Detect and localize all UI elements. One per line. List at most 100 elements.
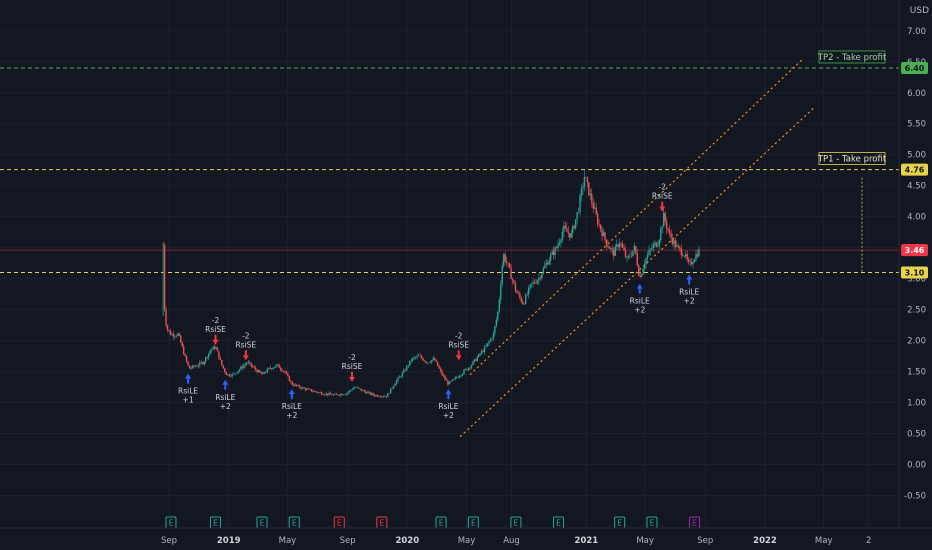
price-axis[interactable]: USD 7.006.506.005.505.004.504.003.503.00… <box>898 0 929 528</box>
candle-body <box>350 389 352 391</box>
signal-qty: +2 <box>286 411 297 420</box>
candle-body <box>413 357 415 358</box>
candle-body <box>495 319 498 327</box>
candle-body <box>436 361 439 367</box>
candle-body <box>367 391 370 393</box>
candle-body <box>504 254 506 262</box>
candle-body <box>334 393 336 395</box>
candle-body <box>693 259 696 263</box>
candle-body <box>501 265 503 285</box>
short-arrow-icon <box>212 334 219 345</box>
candle-body <box>510 267 512 279</box>
candle-body <box>602 232 605 237</box>
candle-body <box>219 358 222 360</box>
time-tick-label: 2022 <box>753 536 777 546</box>
candle-body <box>525 294 527 304</box>
candle-body <box>168 330 170 331</box>
candle-body <box>212 346 214 350</box>
candle-body <box>254 367 257 370</box>
candle-body <box>378 396 380 398</box>
candle-body <box>184 354 186 357</box>
candle-body <box>341 394 343 395</box>
candle-body <box>382 396 385 398</box>
signal-qty: +1 <box>183 396 194 405</box>
candle-body <box>639 275 641 277</box>
candle-body <box>237 371 239 374</box>
candle-body <box>522 301 524 304</box>
signal-qty: +2 <box>684 296 695 305</box>
candle-body <box>165 309 167 326</box>
candle-body <box>310 389 313 392</box>
candle-body <box>193 365 195 367</box>
candle-body <box>463 369 465 374</box>
candle-body <box>574 219 577 229</box>
candle-body <box>177 333 179 336</box>
level-badge-text: 6.40 <box>905 64 925 73</box>
candle-body <box>231 373 233 377</box>
candle-body <box>545 262 547 266</box>
candle-body <box>359 388 361 389</box>
candle-body <box>329 393 332 395</box>
candle-body <box>387 393 389 398</box>
last-price-text: 3.46 <box>905 246 925 255</box>
candle-body <box>429 362 432 363</box>
earnings-marker-label: E <box>692 519 697 528</box>
candle-body <box>347 392 349 394</box>
candle-body <box>417 355 420 357</box>
time-tick-label: 2020 <box>395 536 419 546</box>
time-axis[interactable]: Sep 2019 May Sep 2020 May Aug 2021 May Sep 2022 May… <box>0 527 932 546</box>
price-tick-label: 6.00 <box>907 89 926 99</box>
candle-body <box>549 254 552 261</box>
candle-body <box>313 391 316 392</box>
candle-body <box>541 273 543 279</box>
candle-body <box>316 391 318 393</box>
candle-body <box>288 376 291 382</box>
candle-body <box>649 249 652 251</box>
candle-body <box>246 363 248 365</box>
candle-body <box>643 263 646 269</box>
time-tick-label: 2021 <box>575 536 599 546</box>
candle-body <box>271 368 273 369</box>
candle-body <box>626 257 628 258</box>
candle-body <box>497 311 499 320</box>
short-arrow-icon <box>242 350 249 361</box>
candle-body <box>381 396 383 398</box>
candle-body <box>348 390 351 393</box>
candle-body <box>564 225 567 229</box>
candle-body <box>529 284 531 288</box>
note-text-tp1: TP1 - Take profit <box>817 155 887 165</box>
candle-body <box>391 388 393 389</box>
candle-body <box>536 280 539 284</box>
candle-body <box>414 357 417 358</box>
candle-body <box>655 242 658 247</box>
candle-body <box>224 368 226 372</box>
candle-body <box>633 245 636 251</box>
candle-body <box>216 347 219 352</box>
signal-label: RsiSE <box>205 325 226 334</box>
signal-qty: +2 <box>220 402 231 411</box>
candle-body <box>630 255 633 257</box>
candle-body <box>199 362 201 366</box>
earnings-marker-label: E <box>292 519 297 528</box>
signal-label: RsiLE <box>282 402 302 411</box>
candle-body <box>617 244 619 248</box>
candle-body <box>687 259 690 263</box>
earnings-marker-label: E <box>471 519 476 528</box>
long-arrow-icon <box>288 389 295 400</box>
candle-body <box>366 392 368 394</box>
candle-body <box>425 361 427 363</box>
candle-body <box>492 333 495 339</box>
candle-body <box>542 268 545 274</box>
candle-body <box>448 381 451 385</box>
candle-body <box>207 353 210 358</box>
candle-body <box>294 384 296 386</box>
candle-body <box>516 290 518 293</box>
candle-body <box>535 282 537 284</box>
candle-body <box>657 245 659 247</box>
price-tick-label: 0.50 <box>907 430 926 440</box>
candle-body <box>229 375 232 377</box>
candle-body <box>620 243 622 245</box>
candle-body <box>648 250 650 255</box>
